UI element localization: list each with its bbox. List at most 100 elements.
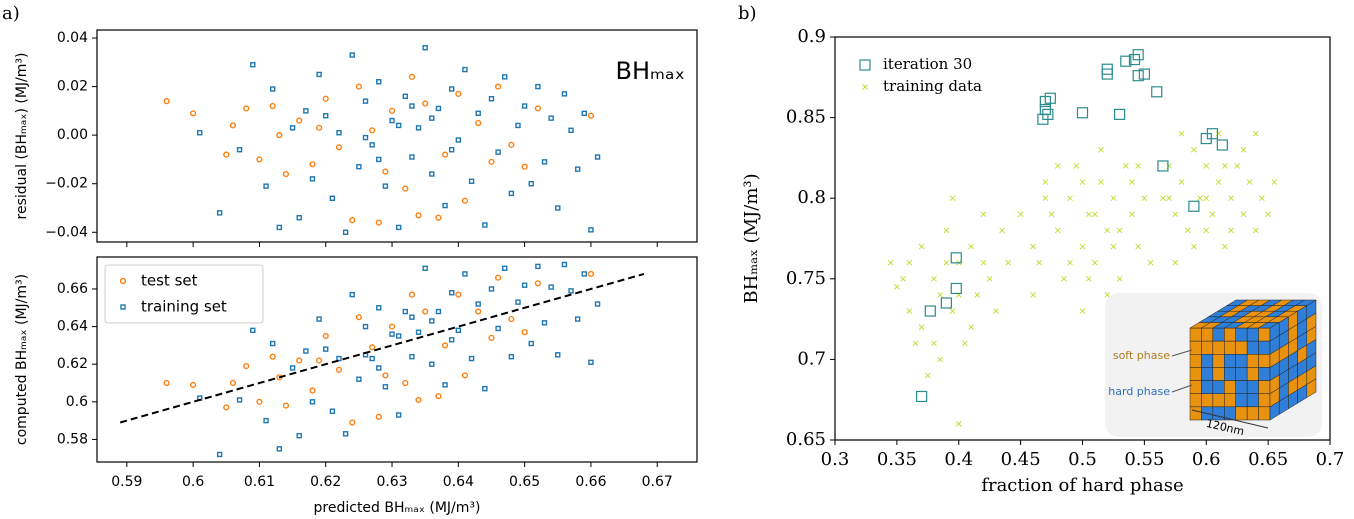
point [402,93,408,99]
x-axis-label: fraction of hard phase [981,475,1183,496]
point [448,86,455,92]
point [402,379,409,387]
point [1188,200,1200,212]
point [369,355,375,362]
point [937,292,944,298]
point [515,299,521,305]
point [528,181,534,187]
x-tick-label: 0.64 [443,474,474,490]
cube-cell [1258,406,1271,421]
x-tick-label: 0.4 [944,449,973,470]
point [282,402,290,409]
point [309,399,316,405]
scale-line [1191,409,1269,429]
point [395,224,402,231]
point [894,284,900,290]
point [269,353,276,360]
x-tick-label: 0.61 [244,474,275,490]
point [422,100,429,107]
point [256,398,263,405]
point [475,119,482,127]
y-tick-label: 0.85 [786,107,826,128]
point [395,122,402,129]
cube-cell [1258,340,1271,355]
point [376,365,382,371]
point [468,355,475,362]
point [488,334,495,341]
x-tick-label: 0.63 [376,474,407,490]
point [495,149,501,155]
point [409,103,415,109]
point [289,125,296,131]
point [574,166,581,172]
point [329,195,336,201]
point [362,98,369,104]
point [1151,86,1163,98]
point [229,379,237,387]
point [369,127,376,134]
legend-marker [120,304,126,310]
point [1054,163,1061,169]
point [943,227,950,234]
point [482,385,488,392]
point [949,308,956,314]
point [382,183,389,189]
point [322,332,329,340]
point [250,327,256,334]
point [362,134,369,141]
cube-cell [1212,380,1225,394]
point [422,265,428,271]
point [1252,227,1259,234]
point [336,130,342,136]
point [521,163,528,170]
axes-frame [96,256,698,463]
point [448,147,455,153]
point [568,127,574,133]
y-tick-label: −0.04 [45,224,88,240]
cube-cell [1258,367,1271,381]
point [315,124,323,131]
point [508,315,515,323]
point [1215,179,1222,185]
point [1085,275,1092,282]
point [389,331,395,337]
point [402,185,409,192]
point [296,432,302,439]
point [1073,163,1080,169]
point [1042,179,1049,185]
point [336,355,342,362]
point [323,113,329,119]
cube-cell [1224,327,1236,342]
point [1092,259,1098,266]
panel-label: b) [738,3,757,24]
point [1240,147,1247,153]
cube-cell [1201,380,1214,394]
y-tick-label: 0.8 [797,187,826,208]
x-tick-label: 0.65 [509,474,540,490]
point [1240,211,1247,218]
point [581,110,587,116]
cube-cell [1235,354,1248,368]
point [455,90,462,97]
point [282,170,290,178]
point [1110,243,1117,250]
cube-cell [1246,327,1259,342]
cube-cell [1258,380,1271,394]
point [594,154,601,160]
point [349,217,356,224]
pointer [1171,349,1193,357]
point [986,275,993,282]
cube-cell [1201,354,1214,368]
cube-cell [1235,393,1248,408]
point [916,390,928,403]
legend-marker [862,84,868,90]
point [296,117,303,124]
point [1209,211,1216,218]
point [980,211,987,218]
point [1076,107,1089,119]
y-tick-label: 0.75 [786,268,826,289]
y-tick-label: 0.04 [57,30,88,46]
axes-frame [834,36,1331,441]
point [541,159,548,165]
